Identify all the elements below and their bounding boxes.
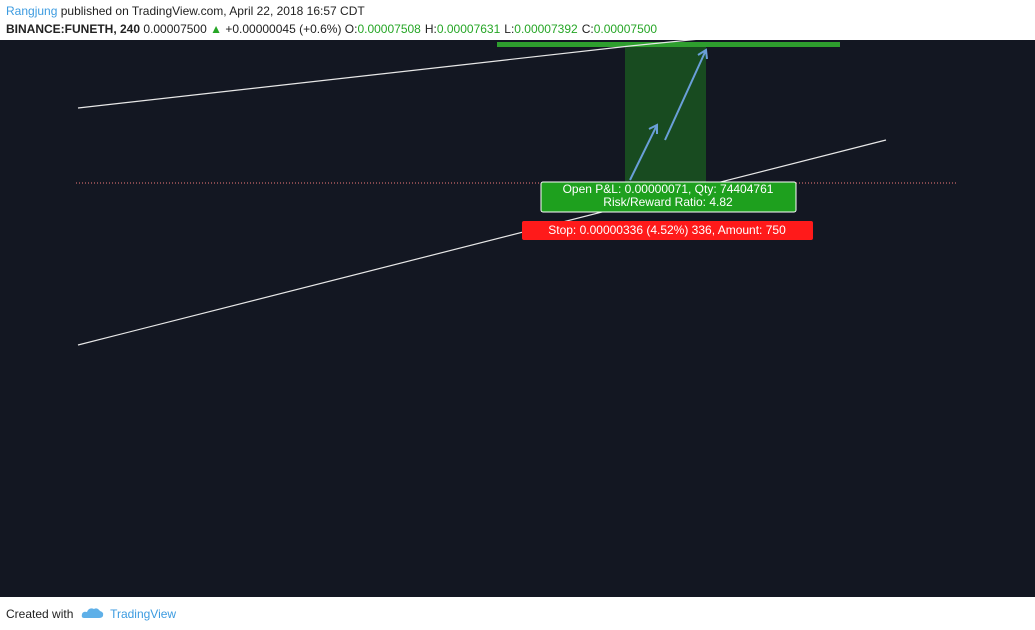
annotations: Open P&L: 0.00000071, Qty: 74404761 Risk… <box>76 40 958 346</box>
ohlc-value: 0.00007500 <box>593 22 658 36</box>
up-arrow: ▲ <box>210 22 222 36</box>
change: +0.00000045 (+0.6%) <box>225 22 342 36</box>
ohlc-value: 0.00007392 <box>514 22 578 36</box>
ohlc-key: H: <box>424 22 437 36</box>
projection-arrow <box>664 48 708 141</box>
projection-arrow <box>629 123 658 181</box>
target-zone <box>625 42 706 183</box>
header-line: Rangjung published on TradingView.com, A… <box>6 4 365 18</box>
pnl-text: Open P&L: 0.00000071, Qty: 74404761 <box>563 182 774 196</box>
brand[interactable]: TradingView <box>110 607 177 621</box>
ohlc-key: C: <box>581 22 594 36</box>
target-bar <box>497 42 840 47</box>
footer: Created with TradingView <box>6 604 176 621</box>
trend-line <box>77 139 887 346</box>
ohlc-key: O: <box>344 22 358 36</box>
symbol: BINANCE:FUNETH, 240 <box>6 22 141 36</box>
chart-background <box>0 40 1035 597</box>
created-with: Created with <box>6 607 74 621</box>
ohlc-value: 0.00007631 <box>436 22 501 36</box>
ohlc-key: L: <box>504 22 515 36</box>
stop-box <box>522 221 813 240</box>
author[interactable]: Rangjung <box>6 4 58 18</box>
ohlc-value: 0.00007508 <box>357 22 421 36</box>
ohlc: O:0.00007508 H:0.00007631 L:0.00007392 C:0.… <box>345 22 661 36</box>
symbol-line: BINANCE:FUNETH, 240 0.00007500 ▲ +0.0000… <box>6 22 661 36</box>
stop-text: Stop: 0.00000336 (4.52%) 336, Amount: 75… <box>548 223 786 237</box>
logo <box>81 608 103 618</box>
ratio-text: Risk/Reward Ratio: 4.82 <box>603 195 733 209</box>
chart: Open P&L: 0.00000071, Qty: 74404761 Risk… <box>0 40 1035 597</box>
last-price: 0.00007500 <box>143 22 207 36</box>
trend-line <box>77 45 631 109</box>
trend-line <box>629 40 697 47</box>
pnl-box <box>540 181 797 213</box>
published: published on TradingView.com, April 22, … <box>60 4 365 18</box>
